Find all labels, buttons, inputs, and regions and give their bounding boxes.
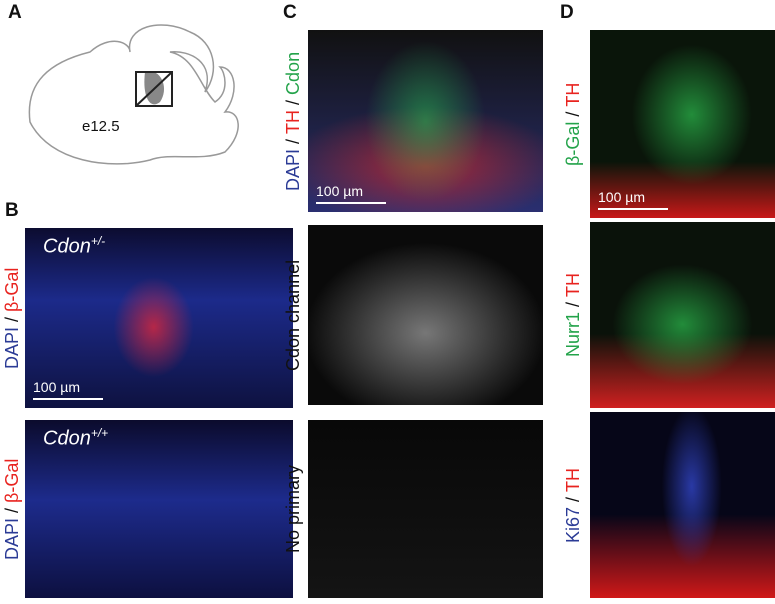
micrograph — [308, 225, 543, 405]
panel-letter: A — [8, 2, 22, 23]
stain-label: Cdon channel — [283, 225, 307, 405]
stain-part: DAPI — [2, 517, 22, 560]
stain-part: β-Gal — [563, 121, 583, 166]
panel-letter: B — [5, 200, 19, 221]
stain-part: β-Gal — [2, 267, 22, 312]
micrograph — [590, 222, 775, 408]
stain-part: TH — [283, 109, 303, 134]
stain-label: Ki67 / TH — [563, 412, 587, 598]
micrograph: Cdon+/+ — [25, 420, 293, 598]
micrograph: 100 µm — [308, 30, 543, 212]
stain-part: / — [563, 491, 583, 507]
stain-label: DAPI / β-Gal — [2, 420, 26, 598]
panel-letter: C — [283, 2, 297, 23]
stain-part: Nurr1 — [563, 312, 583, 358]
brain-diagram — [28, 24, 239, 165]
micrograph: Cdon+/- 100 µm — [25, 228, 293, 408]
stain-part: / — [563, 106, 583, 122]
genotype-name: Cdon — [43, 235, 91, 258]
panel-letter: D — [560, 2, 574, 23]
scale-bar: 100 µm — [33, 379, 103, 400]
stain-part: Cdon channel — [283, 259, 303, 371]
genotype-superscript: +/- — [90, 234, 106, 248]
genotype: Cdon+/+ — [43, 426, 108, 451]
stain-part: β-Gal — [2, 458, 22, 503]
stain-part: Cdon — [283, 51, 303, 95]
stain-part: TH — [563, 82, 583, 107]
micrograph — [590, 412, 775, 598]
genotype-superscript: +/+ — [90, 426, 109, 440]
stain-label: β-Gal / TH — [563, 30, 587, 218]
stain-part: / — [563, 296, 583, 312]
stain-part: / — [2, 502, 22, 518]
scale-bar: 100 µm — [316, 183, 386, 204]
stain-part: / — [283, 133, 303, 149]
stain-part: / — [2, 311, 22, 327]
stain-part: TH — [563, 272, 583, 297]
genotype: Cdon+/- — [43, 234, 105, 259]
micrograph — [308, 420, 543, 598]
stain-label: No primary — [283, 420, 307, 598]
stain-part: DAPI — [283, 148, 303, 191]
stain-part: TH — [563, 467, 583, 492]
scale-bar: 100 µm — [598, 189, 668, 210]
stain-label: DAPI / TH / Cdon — [283, 30, 307, 212]
micrograph: 100 µm — [590, 30, 775, 218]
stain-part: / — [283, 94, 303, 110]
stain-label: Nurr1 / TH — [563, 222, 587, 408]
stain-label: DAPI / β-Gal — [2, 228, 26, 408]
genotype-name: Cdon — [43, 427, 91, 450]
stain-part: DAPI — [2, 326, 22, 369]
stain-part: No primary — [283, 465, 303, 554]
stain-part: Ki67 — [563, 506, 583, 543]
stage-label: e12.5 — [82, 118, 120, 135]
